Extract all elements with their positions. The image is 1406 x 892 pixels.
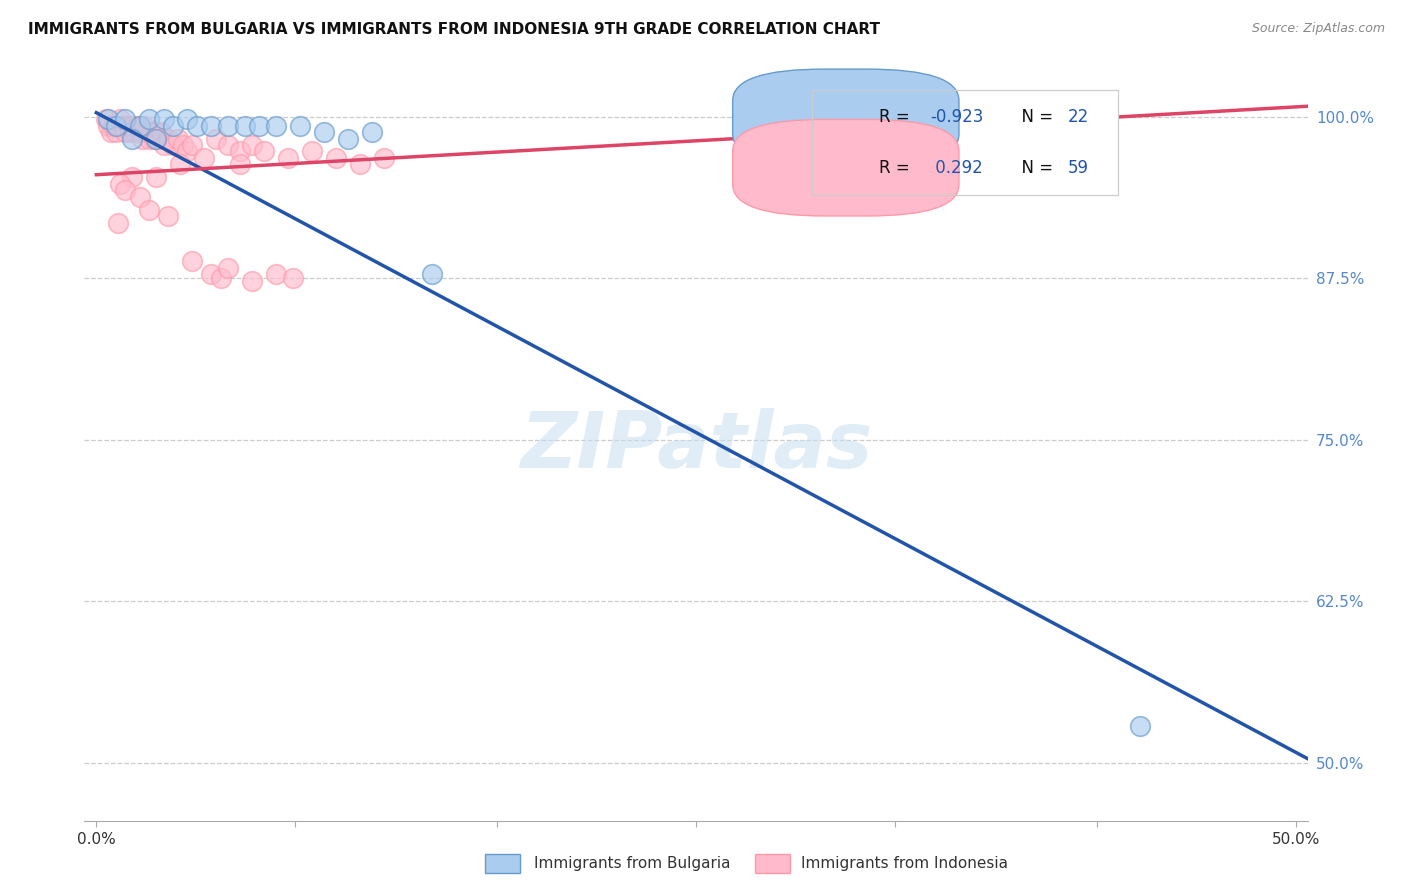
Point [172, 138, 194, 153]
Bar [485, 854, 520, 873]
Text: ZIPatlas: ZIPatlas [520, 408, 872, 484]
Point [200, 119, 222, 133]
Point [114, 183, 136, 197]
Point [152, 112, 174, 127]
Point [142, 131, 165, 145]
Point [134, 119, 156, 133]
Point [301, 145, 323, 159]
Point [240, 274, 263, 288]
Point [176, 112, 198, 127]
Point [114, 112, 136, 127]
Point [128, 119, 150, 133]
Point [97, 119, 120, 133]
Point [157, 131, 180, 145]
Point [167, 131, 190, 145]
Point [117, 119, 139, 133]
Point [118, 125, 141, 139]
Point [110, 112, 132, 127]
Point [229, 157, 252, 171]
Point [162, 119, 184, 133]
Point [128, 189, 150, 203]
Point [217, 260, 239, 275]
Text: Immigrants from Indonesia: Immigrants from Indonesia [801, 856, 1008, 871]
Bar [755, 854, 790, 873]
Point [157, 209, 180, 223]
Point [281, 271, 304, 285]
Point [264, 267, 287, 281]
Point [373, 151, 395, 165]
Point [233, 119, 256, 133]
Point [121, 131, 143, 145]
Point [128, 125, 150, 139]
Point [107, 215, 129, 229]
Point [110, 177, 132, 191]
Point [94, 112, 117, 127]
Point [420, 267, 443, 281]
Point [121, 119, 143, 133]
Point [249, 119, 271, 133]
Point [217, 138, 239, 153]
Point [150, 125, 173, 139]
Point [138, 112, 160, 127]
Point [97, 112, 120, 127]
Point [229, 145, 252, 159]
Point [148, 131, 170, 145]
Point [209, 271, 232, 285]
Point [193, 151, 215, 165]
Point [104, 119, 127, 133]
Point [181, 254, 204, 268]
Point [314, 125, 336, 139]
Text: Immigrants from Bulgaria: Immigrants from Bulgaria [534, 856, 731, 871]
Point [145, 131, 167, 145]
Point [361, 125, 384, 139]
Point [111, 119, 134, 133]
Point [169, 157, 191, 171]
Point [145, 125, 167, 139]
Text: IMMIGRANTS FROM BULGARIA VS IMMIGRANTS FROM INDONESIA 9TH GRADE CORRELATION CHAR: IMMIGRANTS FROM BULGARIA VS IMMIGRANTS F… [28, 22, 880, 37]
Point [181, 138, 204, 153]
Point [337, 131, 360, 145]
Point [349, 157, 371, 171]
Point [135, 125, 157, 139]
Point [253, 145, 276, 159]
Point [277, 151, 299, 165]
Point [100, 125, 122, 139]
Point [200, 267, 222, 281]
Point [141, 125, 163, 139]
Point [325, 151, 347, 165]
Point [290, 119, 312, 133]
Point [145, 170, 167, 185]
Point [152, 138, 174, 153]
Point [124, 125, 146, 139]
Point [264, 119, 287, 133]
Point [217, 119, 239, 133]
Point [127, 119, 149, 133]
Point [162, 138, 184, 153]
Point [240, 138, 263, 153]
Point [186, 119, 208, 133]
Point [176, 145, 198, 159]
Point [121, 170, 143, 185]
Point [205, 131, 228, 145]
Text: Source: ZipAtlas.com: Source: ZipAtlas.com [1251, 22, 1385, 36]
Point [101, 119, 124, 133]
Point [138, 131, 160, 145]
Point [1129, 719, 1152, 733]
Point [114, 125, 136, 139]
Point [138, 202, 160, 217]
Point [131, 131, 153, 145]
Point [104, 125, 127, 139]
Point [107, 119, 129, 133]
